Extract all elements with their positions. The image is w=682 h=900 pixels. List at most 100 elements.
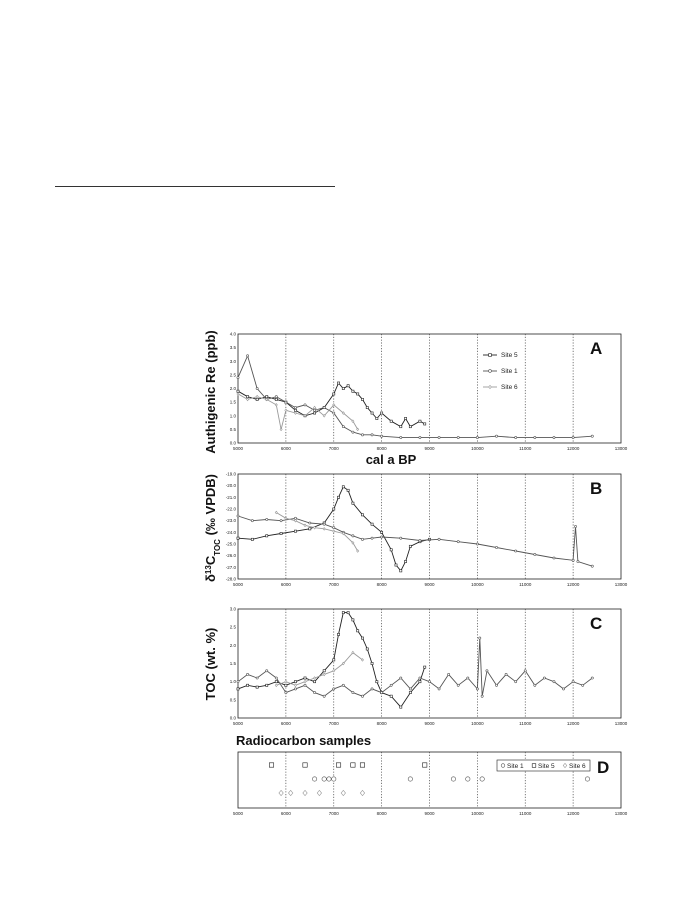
panel-a-point xyxy=(284,400,288,404)
panel-b-x-tick-label: 7000 xyxy=(329,582,340,587)
panel-a-y-tick-label: 2.5 xyxy=(230,372,237,377)
panel-d-x-tick-label: 12000 xyxy=(567,811,580,816)
panel-a-point xyxy=(236,389,240,393)
panel-b-point xyxy=(265,518,269,521)
panel-a-point xyxy=(274,397,278,401)
panel-b-series xyxy=(236,485,594,573)
panel-c-y-tick-label: 1.0 xyxy=(230,679,237,684)
panel-a-point xyxy=(361,397,364,401)
panel-b-point xyxy=(404,560,407,563)
panel-b-y-tick-label: -25.0 xyxy=(226,542,237,547)
panel-c-point xyxy=(456,683,460,687)
panel-a-point xyxy=(332,392,336,396)
panel-a-point xyxy=(370,411,374,415)
panel-c-point xyxy=(361,636,364,640)
panel-c-point xyxy=(313,676,317,680)
panel-a-x-tick-label: 13000 xyxy=(615,446,628,451)
panel-a-y-tick-label: 1.0 xyxy=(230,413,237,418)
panel-c-point xyxy=(375,680,379,684)
panel-b-point xyxy=(265,534,269,538)
panel-c-point xyxy=(562,687,565,691)
panel-a-y-tick-label: 1.5 xyxy=(230,400,237,405)
legend-label: Site 5 xyxy=(538,763,555,770)
panel-c-point xyxy=(408,687,412,691)
panel-d-x-tick-label: 9000 xyxy=(424,811,435,816)
panel-a-point xyxy=(437,436,441,439)
panel-c-point xyxy=(399,676,403,680)
panel-b-point xyxy=(495,546,498,549)
panel-c-point xyxy=(351,618,355,622)
panel-b-point xyxy=(308,527,312,531)
panel-a-y-tick-label: 4.0 xyxy=(230,332,237,337)
panel-c-y-tick-label: 3.0 xyxy=(230,607,237,612)
panel-c-series xyxy=(236,611,594,709)
panel-a-point xyxy=(284,408,288,413)
panel-d-x-tick-label: 6000 xyxy=(281,811,292,816)
panel-d-sample-marker xyxy=(584,776,590,782)
panel-c-point xyxy=(475,687,479,691)
panel-b-y-tick-label: -22.0 xyxy=(226,507,237,512)
panel-a-point xyxy=(255,394,259,399)
panel-b-y-tick-label: -19.0 xyxy=(226,472,237,477)
panel-c-x-tick-label: 13000 xyxy=(615,721,628,726)
panel-a-point xyxy=(294,406,297,409)
panel-a-y-tick-label: 0.5 xyxy=(230,427,237,432)
panel-c-point xyxy=(303,679,307,684)
panel-c-y-tick-label: 2.0 xyxy=(230,643,237,648)
panel-a-point xyxy=(399,436,403,439)
panel-c-x-ticks: 5000 6000 7000 8000 9000 10000 11000 12000 13000 xyxy=(233,721,628,726)
legend-box xyxy=(496,759,591,772)
panel-b-point xyxy=(284,516,288,521)
panel-d-title: Radiocarbon samples xyxy=(236,733,371,748)
legend-label: Site 1 xyxy=(501,368,518,375)
panel-a-x-tick-label: 12000 xyxy=(567,446,580,451)
panel-d-sample-marker xyxy=(479,776,485,782)
panel-a-point xyxy=(246,354,249,358)
panel-a-point xyxy=(332,411,336,415)
panel-c-point xyxy=(418,676,422,680)
panel-b-point xyxy=(293,518,297,523)
panel-a-point xyxy=(418,436,422,439)
panel-c-x-tick-label: 11000 xyxy=(519,721,532,726)
panel-b: -19.0 -20.0 -21.0 -22.0 -23.0 -24.0 -25.0 -26.0… xyxy=(203,472,628,588)
panel-a-point xyxy=(370,433,374,437)
panel-c-point xyxy=(346,611,350,615)
legend-marker xyxy=(562,762,568,769)
panel-c-point xyxy=(246,683,249,687)
panel-d-x-tick-label: 5000 xyxy=(233,811,244,816)
panel-a-point xyxy=(408,425,412,429)
panel-c-point xyxy=(313,691,317,694)
panel-b-point xyxy=(408,544,412,548)
legend-marker xyxy=(488,384,492,390)
panel-d-sample-marker xyxy=(340,789,346,797)
panel-c-point xyxy=(356,629,360,633)
panel-b-point xyxy=(361,513,364,517)
legend-label: Site 6 xyxy=(501,384,518,391)
panel-a-x-ticks: 5000 6000 7000 8000 9000 10000 11000 12000 13000 xyxy=(233,446,628,451)
panel-b-point xyxy=(571,558,575,562)
panel-d-sample-marker xyxy=(316,789,322,797)
panel-b-series-site-6 xyxy=(276,512,359,552)
panel-a-point xyxy=(279,427,283,432)
panel-b-series-site-5 xyxy=(237,486,430,572)
panel-a: 0.0 0.5 1.0 1.5 2.0 2.5 3.0 3.5 4.0 5000 6000 7000… xyxy=(203,330,628,467)
panel-a-x-tick-label: 11000 xyxy=(519,446,532,451)
panel-b-point xyxy=(356,549,360,553)
panel-c-point xyxy=(265,669,269,673)
panel-d-sample-marker xyxy=(422,762,428,768)
panel-a-point xyxy=(361,433,364,437)
panel-c-series-site-1 xyxy=(237,638,593,697)
panel-c-point xyxy=(478,636,482,640)
panel-a-point xyxy=(475,436,479,439)
panel-b-point xyxy=(279,519,283,523)
panel-c-point xyxy=(313,680,317,684)
panel-a-point xyxy=(380,434,384,438)
panel-d-sample-marker xyxy=(288,789,294,797)
panel-a-point xyxy=(351,430,355,434)
panel-b-point xyxy=(389,548,393,552)
panel-b-y-label: δ13CTOC (‰ VPDB) xyxy=(203,474,222,582)
panel-d-x-tick-label: 8000 xyxy=(377,811,388,816)
panel-d-sample-marker xyxy=(321,776,327,782)
panel-b-point xyxy=(250,537,254,541)
